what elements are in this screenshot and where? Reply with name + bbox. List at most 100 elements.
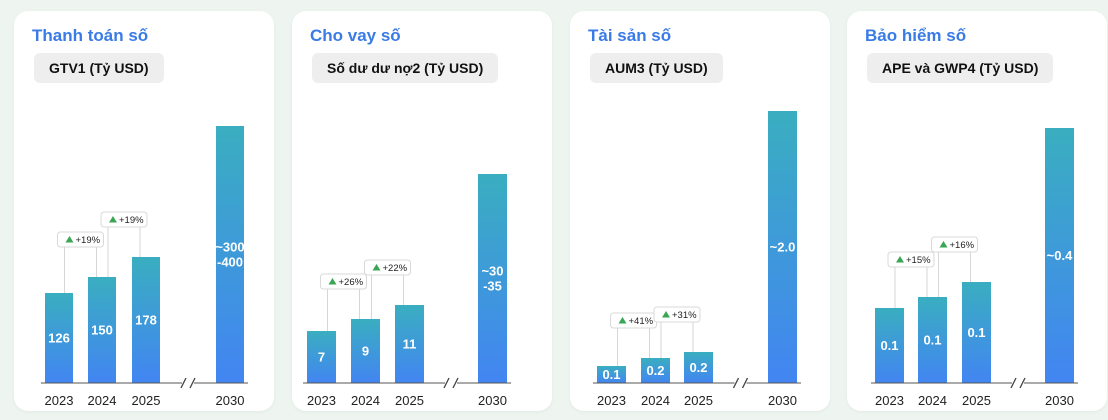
data-label-line: 0.1 bbox=[602, 367, 620, 382]
data-label: 0.1 bbox=[923, 333, 941, 348]
tick-label: 2023 bbox=[597, 393, 626, 408]
bar-2025 bbox=[962, 282, 991, 383]
bar-chart: 7 2023 9 2024 11 2025 ~30 -35 2030 +26% +22% bbox=[303, 174, 511, 408]
axis-break-mark bbox=[741, 377, 749, 389]
growth-badge bbox=[887, 251, 935, 268]
bar-2024 bbox=[351, 319, 380, 383]
growth-label: +41% bbox=[629, 316, 654, 327]
growth-badge bbox=[57, 231, 104, 248]
bar-2030 bbox=[1045, 128, 1074, 383]
panel-subtitle: APE và GWP4 (Tỷ USD) bbox=[867, 53, 1054, 83]
bar-2025 bbox=[395, 305, 424, 383]
data-label-line: ~2.0 bbox=[770, 240, 796, 255]
panel-title: Thanh toán số bbox=[32, 26, 149, 45]
data-label: ~2.0 bbox=[770, 240, 796, 255]
data-label: 9 bbox=[362, 344, 369, 359]
up-triangle-icon bbox=[109, 216, 117, 223]
data-label-line: -35 bbox=[483, 279, 502, 294]
data-label-line: 7 bbox=[318, 350, 325, 365]
tick-label: 2025 bbox=[962, 393, 991, 408]
panel-subtitle: GTV1 (Tỷ USD) bbox=[34, 53, 164, 83]
axis-break-mark bbox=[443, 377, 450, 389]
growth-label: +19% bbox=[119, 215, 144, 226]
panel-subtitle: Số dư dư nợ2 (Tỷ USD) bbox=[312, 53, 499, 83]
up-triangle-icon bbox=[65, 236, 74, 243]
data-label: 0.2 bbox=[646, 363, 664, 378]
bar-2025 bbox=[684, 352, 713, 383]
up-triangle-icon bbox=[618, 317, 627, 324]
bar-2023 bbox=[597, 366, 626, 383]
growth-label: +16% bbox=[950, 240, 975, 251]
up-triangle-icon bbox=[896, 256, 904, 263]
bar-2024 bbox=[641, 358, 670, 383]
data-label: 150 bbox=[91, 323, 113, 338]
axis-break-mark bbox=[452, 377, 459, 389]
data-label-line: ~300 bbox=[215, 240, 244, 255]
data-label: 126 bbox=[48, 331, 70, 346]
tick-label: 2023 bbox=[45, 393, 74, 408]
data-label-line: 0.1 bbox=[923, 333, 941, 348]
growth-badge bbox=[653, 306, 701, 323]
data-label: 0.2 bbox=[689, 360, 707, 375]
growth-badge bbox=[364, 259, 411, 276]
panel-digital-payments: Thanh toán số GTV1 (Tỷ USD) 126 2023 150 20… bbox=[14, 11, 274, 411]
bar-2023 bbox=[307, 331, 336, 383]
growth-badge bbox=[320, 273, 367, 290]
tick-label: 2030 bbox=[768, 393, 797, 408]
data-label-line: 0.1 bbox=[967, 325, 985, 340]
data-label-line: 178 bbox=[135, 313, 157, 328]
tick-label: 2023 bbox=[875, 393, 904, 408]
data-label-line: 0.2 bbox=[646, 363, 664, 378]
growth-label: +22% bbox=[383, 263, 408, 274]
data-label-line: 150 bbox=[91, 323, 113, 338]
tick-label: 2030 bbox=[1045, 393, 1074, 408]
data-label: 7 bbox=[318, 350, 325, 365]
panel-subtitle: AUM3 (Tỷ USD) bbox=[590, 53, 723, 83]
data-label: 0.1 bbox=[602, 367, 620, 382]
bar-2030 bbox=[768, 111, 797, 383]
up-triangle-icon bbox=[328, 278, 337, 285]
bar-2030 bbox=[216, 126, 244, 383]
panel-title: Tài sản số bbox=[588, 26, 672, 45]
data-label-line: 11 bbox=[403, 337, 417, 352]
bar-chart: 0.1 2023 0.1 2024 0.1 2025 ~0.4 2030 +15% +16% bbox=[871, 128, 1078, 408]
growth-label: +19% bbox=[76, 235, 101, 246]
growth-badge bbox=[100, 211, 148, 228]
axis-break-mark bbox=[1019, 377, 1026, 389]
data-label: 0.1 bbox=[880, 338, 898, 353]
tick-label: 2023 bbox=[307, 393, 336, 408]
bar-2025 bbox=[132, 257, 160, 383]
panel-digital-lending: Cho vay số Số dư dư nợ2 (Tỷ USD) 7 2023 9 2… bbox=[292, 11, 552, 411]
bar-2024 bbox=[918, 297, 947, 383]
panel-title: Cho vay số bbox=[310, 26, 401, 45]
data-label-line: ~30 bbox=[481, 264, 503, 279]
bar-2023 bbox=[875, 308, 904, 383]
tick-label: 2024 bbox=[641, 393, 670, 408]
growth-label: +31% bbox=[672, 310, 697, 321]
growth-badge bbox=[931, 236, 978, 253]
up-triangle-icon bbox=[372, 264, 381, 271]
panel-title: Bảo hiểm số bbox=[865, 26, 967, 45]
bar-chart: 126 2023 150 2024 178 2025 ~300 -400 2030 +19% +19… bbox=[41, 126, 248, 408]
axis-break-mark bbox=[1010, 377, 1017, 389]
tick-label: 2030 bbox=[216, 393, 245, 408]
bar-2024 bbox=[88, 277, 116, 383]
growth-label: +26% bbox=[339, 277, 364, 288]
axis-break-mark bbox=[189, 377, 196, 389]
tick-label: 2025 bbox=[132, 393, 161, 408]
data-label-line: -400 bbox=[217, 255, 243, 270]
axis-break-mark bbox=[732, 377, 740, 389]
data-label: ~30 -35 bbox=[481, 264, 503, 294]
tick-label: 2024 bbox=[88, 393, 117, 408]
growth-label: +15% bbox=[906, 255, 931, 266]
data-label: ~300 -400 bbox=[215, 240, 244, 270]
tick-label: 2024 bbox=[918, 393, 947, 408]
data-label: 178 bbox=[135, 313, 157, 328]
axis-break-mark bbox=[180, 377, 187, 389]
bar-chart: 0.1 2023 0.2 2024 0.2 2025 ~2.0 2030 +41% +31% bbox=[593, 111, 801, 408]
data-label-line: 126 bbox=[48, 331, 70, 346]
data-label: ~0.4 bbox=[1047, 248, 1073, 263]
data-label: 0.1 bbox=[967, 325, 985, 340]
tick-label: 2030 bbox=[478, 393, 507, 408]
tick-label: 2025 bbox=[684, 393, 713, 408]
